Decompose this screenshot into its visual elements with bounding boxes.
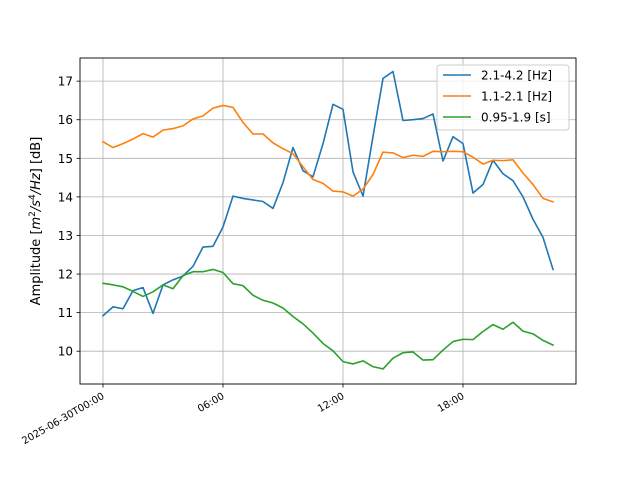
y-tick-label: 13	[58, 229, 73, 243]
y-tick-label: 14	[58, 190, 73, 204]
series-line-3	[102, 268, 555, 370]
y-axis-label: Amplitude [m2/s4/Hz] [dB]	[28, 137, 44, 306]
y-tick-label: 17	[58, 75, 73, 89]
series-line-2	[101, 104, 555, 203]
plot-frame	[79, 57, 577, 385]
series-layer	[101, 70, 555, 370]
y-tick-label: 16	[58, 113, 73, 127]
legend-label-3: 0.95-1.9 [s]	[481, 111, 551, 125]
legend-label-2: 1.1-2.1 [Hz]	[481, 90, 552, 104]
legend-box	[436, 64, 570, 131]
y-tick-label: 12	[58, 268, 73, 282]
series-line-1	[101, 70, 555, 317]
y-tick-label: 10	[58, 345, 73, 359]
legend: 2.1-4.2 [Hz] 1.1-2.1 [Hz] 0.95-1.9 [s]	[436, 64, 570, 131]
y-tick-label: 15	[58, 152, 73, 166]
legend-label-1: 2.1-4.2 [Hz]	[481, 69, 552, 83]
y-tick-label: 11	[58, 306, 73, 320]
